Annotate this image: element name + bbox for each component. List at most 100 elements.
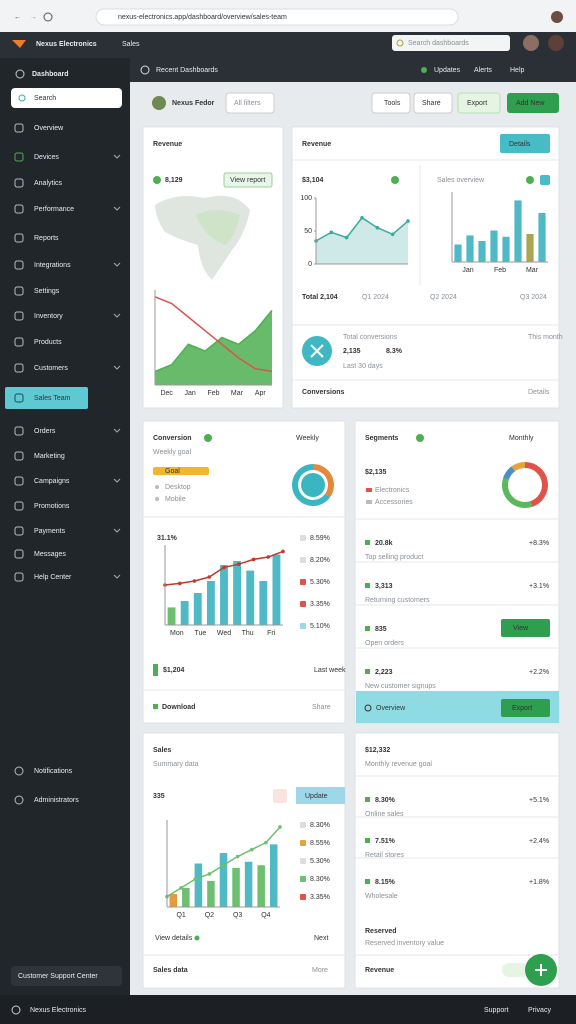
dashboards[interactable]: Recent Dashboards: [156, 67, 218, 74]
support-box[interactable]: [11, 966, 122, 986]
back[interactable]: ←: [14, 14, 21, 21]
point: [177, 581, 182, 586]
button[interactable]: [413, 92, 453, 114]
nav-item[interactable]: Campaigns: [34, 478, 70, 485]
dot: [204, 434, 212, 442]
point: [390, 232, 395, 237]
nav-item[interactable]: Performance: [34, 206, 74, 213]
button-text: View: [513, 625, 529, 632]
status-link[interactable]: Privacy: [528, 1007, 551, 1014]
button[interactable]: [507, 93, 559, 113]
line: [154, 296, 273, 373]
ring-slice: [292, 464, 330, 506]
subtitle: This month: [528, 334, 563, 341]
icon: [365, 838, 370, 843]
button[interactable]: [501, 619, 550, 637]
reload[interactable]: [43, 12, 53, 22]
nav-item[interactable]: Products: [34, 339, 62, 346]
sidebar-search[interactable]: [11, 88, 122, 108]
foot[interactable]: View details: [155, 935, 193, 942]
y-tick-label: 50: [304, 228, 312, 235]
x-tick-label: Mon: [170, 630, 184, 637]
foot-link[interactable]: Details: [528, 389, 550, 396]
filter[interactable]: [225, 92, 275, 114]
url-box[interactable]: [95, 8, 459, 26]
foot[interactable]: Download: [162, 704, 195, 711]
forward[interactable]: →: [30, 14, 37, 21]
nav-item[interactable]: Analytics: [34, 180, 63, 187]
card-title: Segments: [365, 435, 399, 442]
nav-item[interactable]: Overview: [34, 125, 64, 132]
note: Last 30 days: [343, 363, 383, 370]
button[interactable]: [500, 134, 550, 153]
nav-item[interactable]: Administrators: [34, 797, 79, 804]
dot: [155, 497, 159, 501]
foot-link[interactable]: Share: [312, 704, 331, 711]
bar: [466, 235, 474, 262]
chip[interactable]: [223, 172, 273, 188]
bar: [538, 213, 546, 262]
bottom-link[interactable]: More: [312, 967, 328, 974]
bar: [193, 593, 202, 625]
bar: [454, 244, 462, 262]
period: Q2 2024: [430, 294, 457, 301]
button[interactable]: [501, 699, 550, 717]
nav-item[interactable]: Notifications: [34, 768, 73, 775]
nav-item[interactable]: Customers: [34, 365, 68, 372]
card-title: Revenue: [153, 141, 182, 148]
icon: [14, 451, 24, 461]
y-tick-label: 0: [308, 261, 312, 268]
user-name[interactable]: Nexus Fedor: [172, 100, 215, 107]
ring-slice: [524, 462, 548, 507]
status-link[interactable]: Support: [484, 1007, 509, 1014]
nav-item[interactable]: Settings: [34, 288, 60, 295]
foot: Overview: [376, 705, 406, 712]
icon: [18, 94, 26, 102]
foot-link[interactable]: Next: [314, 935, 328, 942]
nav-item[interactable]: Inventory: [34, 313, 63, 320]
card-value: 8,129: [165, 177, 183, 184]
note: Last week: [314, 667, 346, 674]
profile[interactable]: [551, 11, 563, 23]
point: [207, 872, 212, 876]
topbar-link[interactable]: Updates: [434, 67, 461, 74]
topbar-link[interactable]: Alerts: [474, 67, 492, 74]
bar: [194, 863, 203, 907]
search-box[interactable]: [392, 35, 510, 51]
topbar: [130, 58, 576, 82]
chevron: [113, 154, 121, 159]
bar: [169, 893, 178, 907]
button[interactable]: [457, 92, 501, 114]
nav-item[interactable]: Devices: [34, 154, 59, 161]
nav-item[interactable]: Payments: [34, 528, 66, 535]
nav-item[interactable]: Sales Team: [34, 395, 71, 402]
icon: [14, 286, 24, 296]
nav-item[interactable]: Reports: [34, 235, 59, 242]
topbar-link[interactable]: Help: [510, 67, 525, 74]
y-tick-label: 100: [300, 195, 312, 202]
link[interactable]: Monthly: [509, 435, 534, 442]
nav-item[interactable]: Orders: [34, 428, 56, 435]
link[interactable]: Weekly: [296, 435, 319, 442]
logo: [12, 40, 26, 48]
row-note: Returning customers: [365, 597, 430, 604]
nav-item[interactable]: Messages: [34, 551, 66, 558]
nav-item[interactable]: Help Center: [34, 574, 72, 581]
period: Q1 2024: [362, 294, 389, 301]
nav-item[interactable]: Promotions: [34, 503, 70, 510]
swatch: [300, 579, 306, 585]
legend-value: 5.10%: [310, 623, 330, 630]
avatar[interactable]: [548, 35, 564, 51]
dot: [391, 176, 399, 184]
area: [155, 310, 272, 385]
ring-slice: [503, 466, 516, 480]
button[interactable]: [371, 92, 411, 114]
toggle[interactable]: [502, 963, 530, 977]
conv-value: 2,135: [343, 348, 361, 355]
avatar[interactable]: [523, 35, 539, 51]
nav-item[interactable]: Marketing: [34, 453, 65, 460]
total: $1,204: [163, 667, 185, 674]
bar: [526, 234, 534, 262]
nav-item[interactable]: Integrations: [34, 262, 71, 269]
chip[interactable]: [296, 787, 345, 804]
